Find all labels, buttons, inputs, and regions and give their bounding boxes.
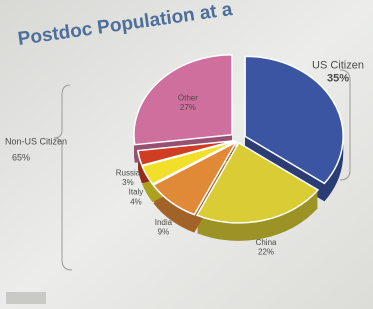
value-label: 35% [327,73,349,85]
category-label: India [155,218,173,227]
value-label: 3% [122,178,134,187]
category-label: Other [178,93,198,102]
category-label: US Citizen [312,59,364,71]
group-value-label: 65% [12,152,30,162]
value-label: 4% [130,197,142,206]
chart: Postdoc Population at a Non-US Citizen 6… [0,0,373,309]
group-label: Non-US Citizen [5,136,67,146]
value-label: 22% [258,248,274,257]
category-label: Italy [129,188,144,197]
value-label: 27% [180,103,196,112]
footer-logo [6,292,46,304]
value-label: 9% [158,227,170,236]
category-label: China [256,238,277,247]
category-label: Russia [116,169,141,178]
